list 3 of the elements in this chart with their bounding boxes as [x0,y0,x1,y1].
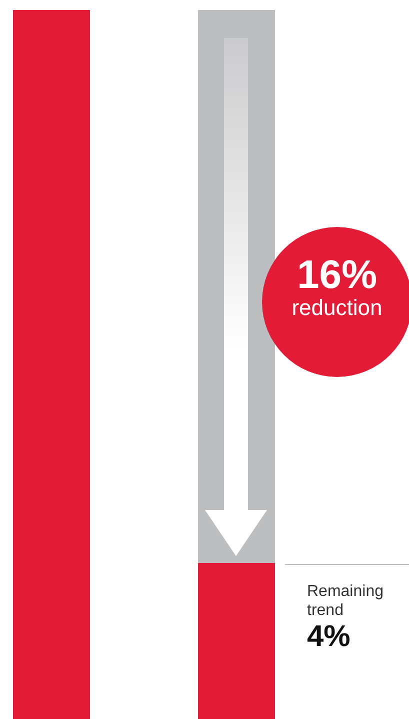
annotation: Remaining trend 4% [307,582,384,654]
circle-badge: 16% reduction [262,227,409,377]
annotation: 16% reduction [290,253,384,321]
